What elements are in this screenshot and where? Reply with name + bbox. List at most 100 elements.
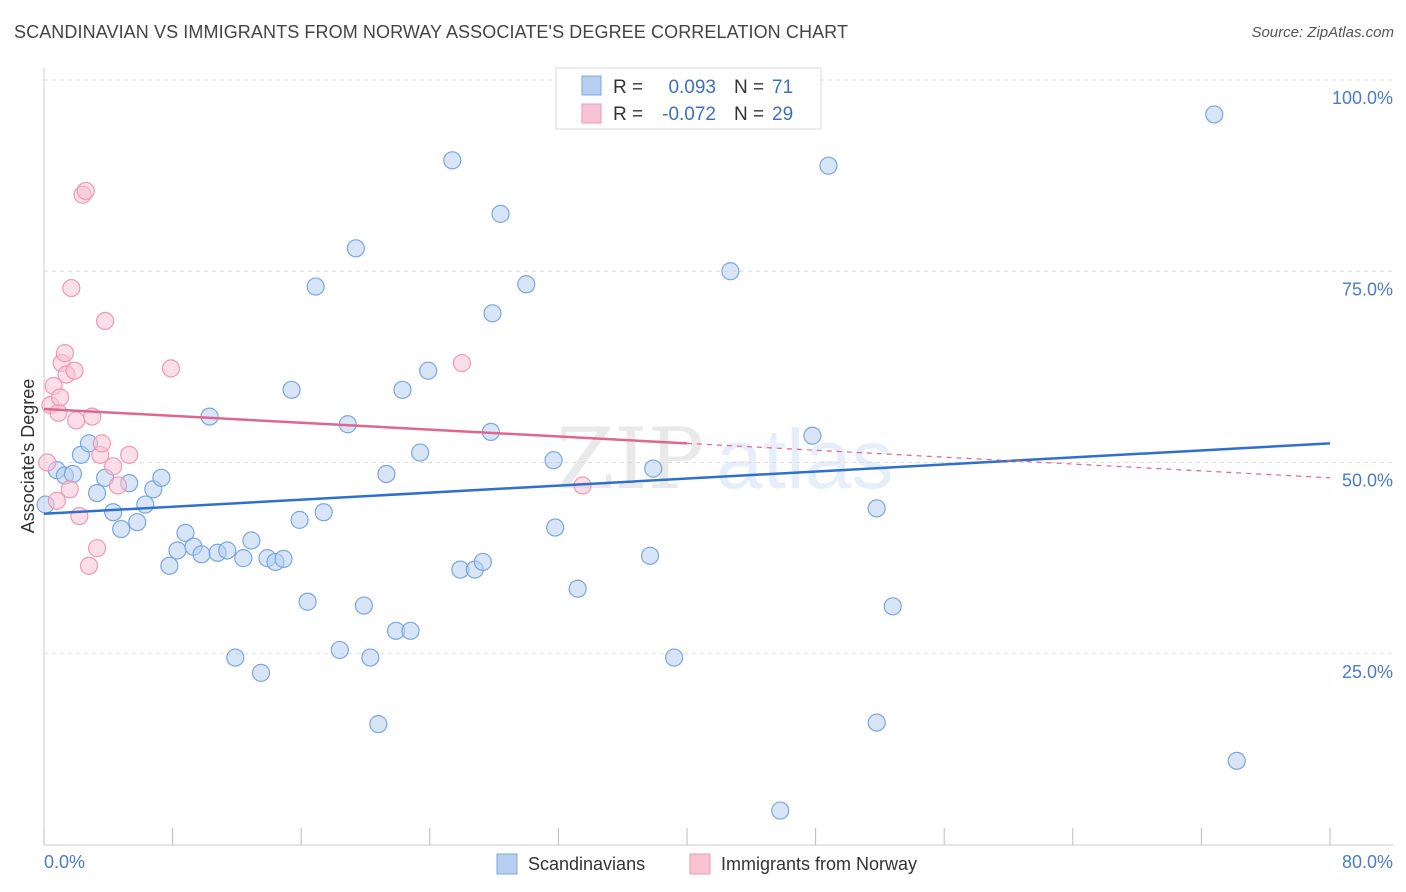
x-tick-label-right: 80.0% bbox=[1342, 852, 1393, 872]
scandinavians-point bbox=[290, 510, 309, 529]
immigrants-point bbox=[65, 361, 84, 380]
legend-r-label-1: R = bbox=[613, 77, 643, 98]
scandinavians-point bbox=[819, 156, 838, 175]
scandinavians-point bbox=[192, 545, 211, 564]
immigrants-point bbox=[60, 480, 79, 499]
scandinavians-point bbox=[867, 713, 886, 732]
scandinavians-point bbox=[665, 648, 684, 667]
y-tick-label: 50.0% bbox=[1342, 471, 1393, 491]
scandinavians-point bbox=[443, 151, 462, 170]
immigrants-point bbox=[67, 411, 86, 430]
bottom-legend: Scandinavians Immigrants from Norway bbox=[496, 853, 917, 875]
immigrants-point bbox=[70, 506, 89, 526]
series-scandinavians bbox=[36, 105, 1246, 820]
immigrants-point bbox=[120, 445, 139, 464]
scandinavians-point bbox=[87, 484, 107, 503]
scandinavians-point bbox=[282, 380, 301, 399]
y-tick-label: 75.0% bbox=[1342, 279, 1393, 299]
watermark-atlas: atlas bbox=[716, 412, 893, 506]
legend-n-label-1: N = bbox=[734, 77, 764, 98]
scandinavians-point bbox=[274, 549, 293, 568]
scandinavians-point bbox=[401, 621, 420, 640]
y-tick-labels: 100.0% 75.0% 50.0% 25.0% bbox=[1332, 88, 1393, 682]
scandinavians-point bbox=[517, 275, 536, 294]
watermark: ZIP atlas bbox=[556, 410, 893, 508]
scandinavians-point bbox=[234, 549, 253, 568]
scandinavians-point bbox=[883, 597, 902, 616]
immigrants-trend-line bbox=[43, 407, 688, 445]
x-tick-label-left: 0.0% bbox=[44, 852, 85, 872]
scandinavians-point bbox=[544, 451, 563, 470]
chart-title: SCANDINAVIAN VS IMMIGRANTS FROM NORWAY A… bbox=[14, 22, 849, 42]
scandinavians-point bbox=[867, 499, 886, 518]
immigrants-trend-extension bbox=[686, 442, 1331, 479]
scandinavians-point bbox=[128, 513, 147, 532]
scandinavians-point bbox=[104, 503, 123, 522]
scandinavians-point bbox=[473, 552, 492, 572]
scandinavians-point bbox=[419, 361, 438, 380]
scandinavians-point bbox=[306, 277, 325, 296]
scandinavians-point bbox=[314, 503, 333, 522]
immigrants-point bbox=[87, 539, 107, 558]
scandinavians-point bbox=[640, 546, 660, 565]
scandinavians-point bbox=[218, 541, 237, 560]
legend-swatch-immigrants bbox=[581, 103, 602, 124]
scandinavians-point bbox=[369, 715, 388, 734]
y-tick-label: 100.0% bbox=[1332, 88, 1393, 108]
immigrants-point bbox=[161, 359, 181, 378]
scandinavians-point bbox=[721, 262, 740, 281]
scandinavians-point bbox=[1205, 105, 1224, 124]
immigrants-point bbox=[50, 388, 70, 407]
legend-n-value-2: 29 bbox=[772, 104, 793, 125]
bottom-legend-swatch-scandinavians bbox=[496, 853, 518, 875]
legend-swatch-scandinavians bbox=[581, 75, 602, 96]
scandinavians-trend-line bbox=[43, 442, 1331, 516]
scandinavians-point bbox=[152, 468, 171, 487]
immigrants-point bbox=[38, 453, 57, 472]
legend-r-value-1: 0.093 bbox=[668, 77, 716, 98]
gridlines bbox=[44, 79, 1393, 655]
immigrants-point bbox=[62, 278, 81, 298]
scandinavians-point bbox=[1227, 751, 1246, 770]
immigrants-point bbox=[49, 403, 68, 422]
immigrants-point bbox=[76, 181, 95, 201]
scandinavians-point bbox=[354, 596, 373, 615]
immigrants-point bbox=[47, 491, 66, 510]
scandinavians-point bbox=[298, 592, 317, 611]
scandinavians-point bbox=[393, 380, 412, 399]
scandinavians-point bbox=[160, 556, 179, 575]
scandinavians-point bbox=[346, 239, 365, 258]
scandinavians-point bbox=[546, 518, 565, 537]
scandinavians-point bbox=[361, 648, 380, 667]
scandinavians-point bbox=[644, 459, 663, 478]
trend-lines bbox=[43, 407, 1331, 516]
immigrants-point bbox=[55, 344, 74, 363]
scandinavians-point bbox=[491, 204, 510, 223]
scandinavians-point bbox=[112, 519, 131, 539]
scandinavians-point bbox=[803, 426, 822, 445]
scandinavians-point bbox=[483, 304, 502, 323]
immigrants-point bbox=[104, 457, 123, 476]
immigrants-point bbox=[108, 476, 128, 495]
immigrants-point bbox=[452, 353, 472, 373]
scandinavians-point bbox=[411, 443, 430, 462]
scandinavians-point bbox=[251, 663, 271, 682]
legend-r-value-2: -0.072 bbox=[662, 104, 716, 125]
bottom-legend-swatch-immigrants bbox=[689, 853, 711, 875]
scandinavians-point bbox=[168, 541, 187, 560]
scandinavians-point bbox=[242, 531, 261, 550]
y-axis-label: Associate's Degree bbox=[18, 379, 38, 534]
y-tick-label: 25.0% bbox=[1342, 662, 1393, 682]
scandinavians-point bbox=[330, 640, 349, 660]
scandinavians-point bbox=[568, 579, 587, 598]
legend-n-value-1: 71 bbox=[772, 77, 793, 98]
x-tick-marks bbox=[43, 828, 1331, 845]
scandinavians-point bbox=[136, 495, 155, 514]
scandinavians-point bbox=[771, 801, 790, 820]
bottom-legend-label-immigrants: Immigrants from Norway bbox=[721, 854, 917, 874]
source-label: Source: ZipAtlas.com bbox=[1251, 24, 1394, 41]
scandinavians-point bbox=[377, 464, 396, 484]
immigrants-point bbox=[92, 434, 111, 453]
immigrants-point bbox=[95, 311, 115, 331]
